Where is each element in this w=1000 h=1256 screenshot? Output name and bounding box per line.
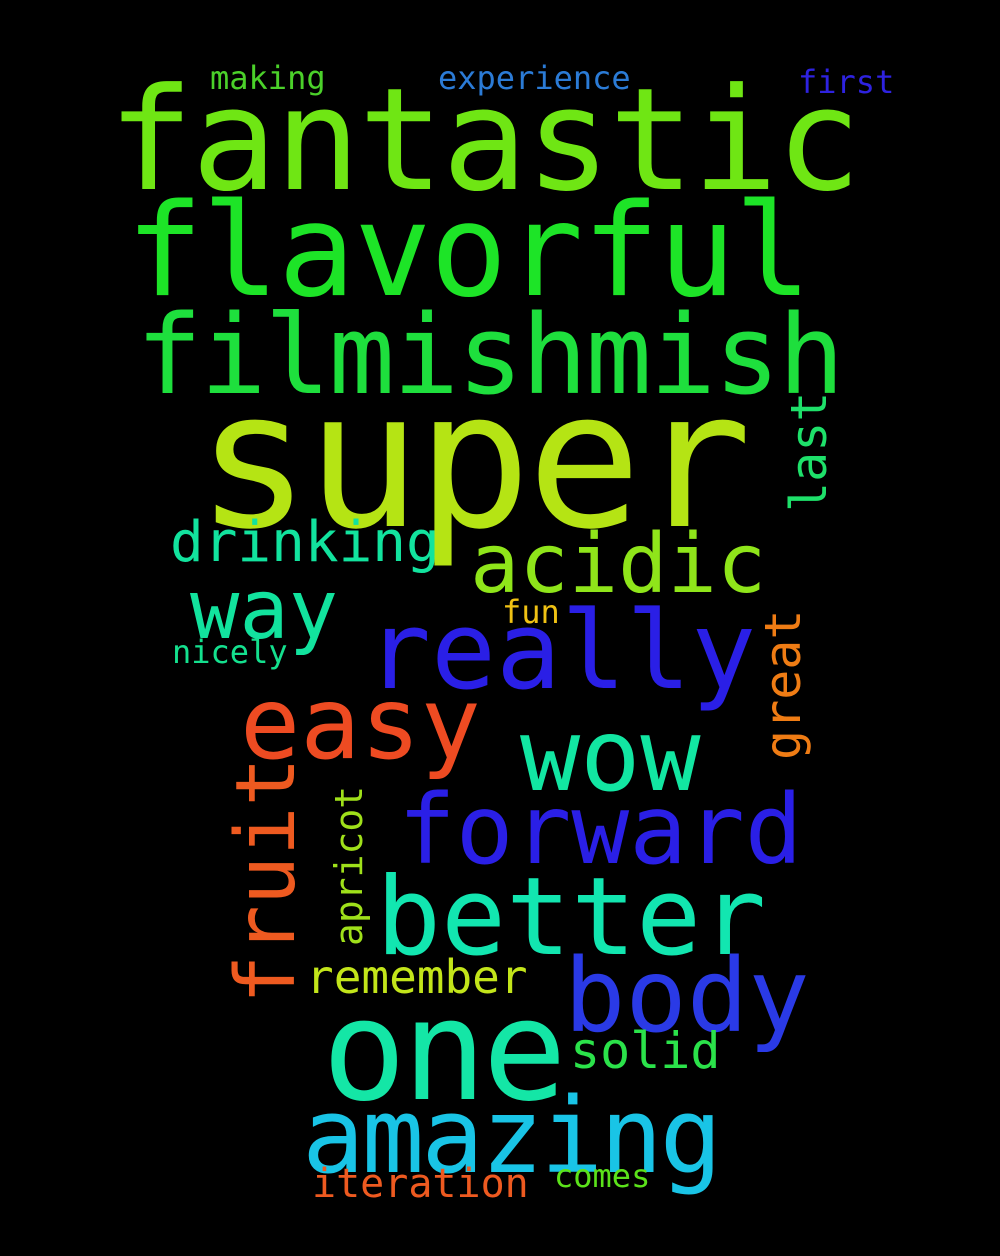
word-fantastic: fantastic <box>108 58 861 223</box>
word-flavorful: flavorful <box>126 177 812 326</box>
word-comes: comes <box>554 1157 651 1195</box>
word-forward: forward <box>398 774 803 886</box>
word-one: one <box>322 970 567 1133</box>
word-better: better <box>376 855 767 980</box>
word-way: way <box>190 563 339 658</box>
word-great: great <box>754 609 812 760</box>
word-solid: solid <box>570 1022 721 1080</box>
word-easy: easy <box>240 665 481 782</box>
word-apricot: apricot <box>327 785 371 946</box>
word-super: super <box>196 350 752 571</box>
word-amazing: amazing <box>302 1075 722 1197</box>
word-nicely: nicely <box>172 633 288 671</box>
word-really: really <box>366 589 757 714</box>
word-filmishmish: filmishmish <box>136 291 844 419</box>
word-fun: fun <box>502 593 560 631</box>
word-experience: experience <box>438 59 631 97</box>
word-body: body <box>564 937 810 1056</box>
word-making: making <box>210 59 326 97</box>
word-last: last <box>780 391 838 512</box>
word-acidic: acidic <box>470 517 767 612</box>
word-remember: remember <box>306 950 528 1004</box>
word-drinking: drinking <box>170 510 440 575</box>
word-wow: wow <box>520 697 701 814</box>
word-iteration: iteration <box>312 1161 529 1207</box>
word-fruit: fruit <box>219 757 314 1004</box>
word-first: first <box>798 63 895 101</box>
